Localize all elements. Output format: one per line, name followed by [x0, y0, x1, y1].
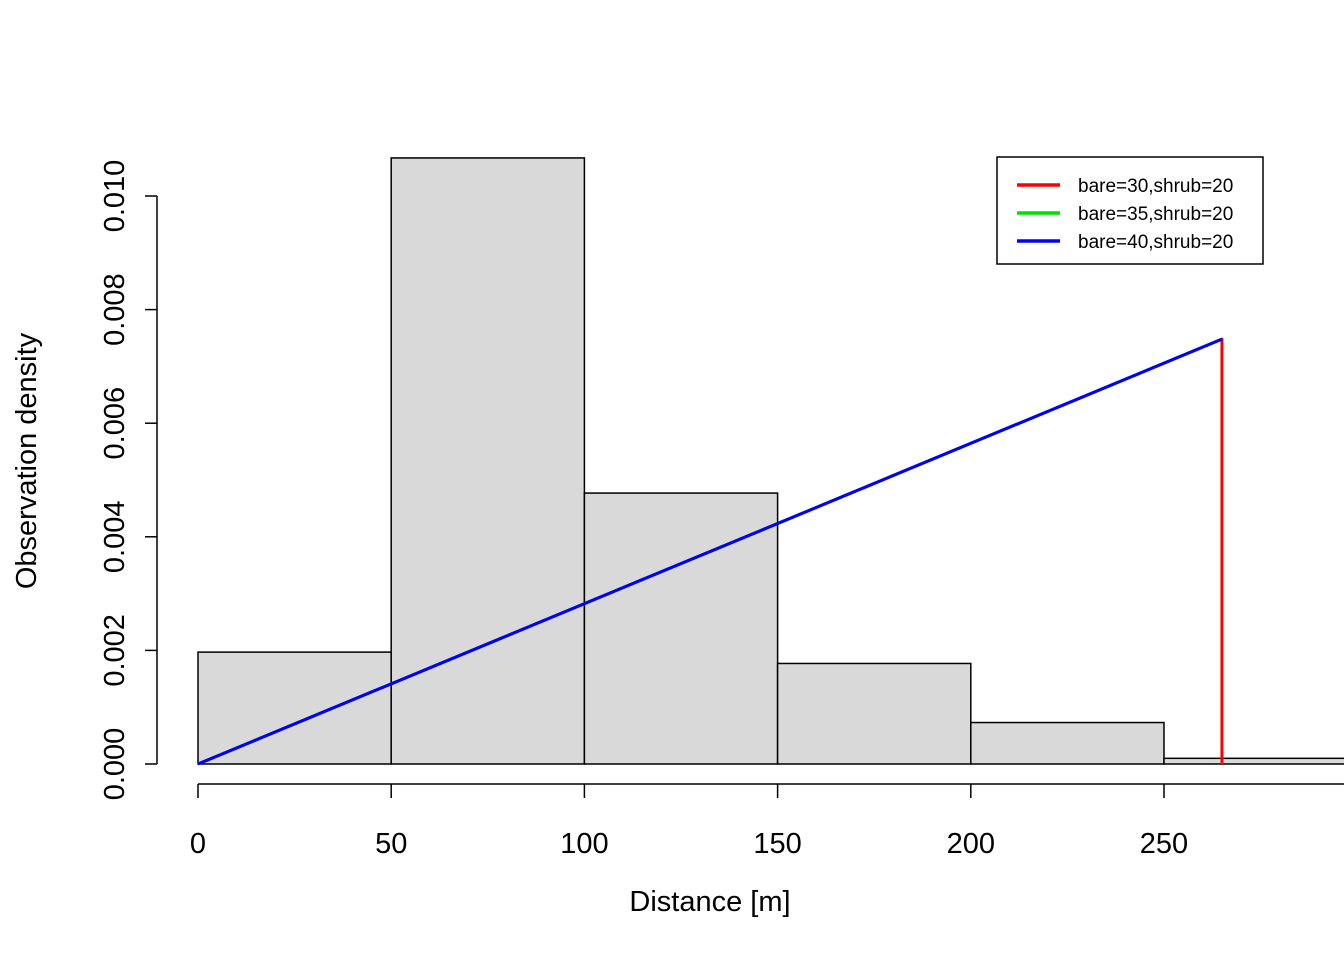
- x-tick-label: 100: [560, 828, 608, 860]
- legend-label-2: bare=35,shrub=20: [1078, 204, 1233, 225]
- x-tick-label: 150: [753, 828, 801, 860]
- legend: bare=30,shrub=20 bare=35,shrub=20 bare=40,…: [996, 156, 1264, 265]
- x-axis: 0 50 100 150 200 250: [190, 783, 1344, 860]
- x-tick-label: 50: [375, 828, 407, 860]
- y-tick-label: 0.002: [99, 614, 131, 687]
- histogram-bar-2: [390, 157, 586, 765]
- y-axis-title: Observation density: [11, 332, 43, 589]
- histogram-bar-3: [583, 492, 779, 765]
- histogram-bars: [197, 157, 1344, 765]
- legend-label-3: bare=40,shrub=20: [1078, 232, 1233, 253]
- y-tick-label: 0.000: [99, 728, 131, 801]
- x-axis-title: Distance [m]: [629, 886, 790, 918]
- histogram-bar-6: [1163, 757, 1344, 765]
- fitted-curves: [197, 337, 1224, 766]
- histogram-bar-1: [197, 651, 392, 765]
- y-tick-label: 0.010: [99, 160, 131, 233]
- legend-label-1: bare=30,shrub=20: [1078, 176, 1233, 197]
- curve-series-3: [197, 337, 1223, 766]
- legend-box: [996, 156, 1264, 265]
- histogram-bar-5: [970, 721, 1165, 765]
- y-tick-label: 0.008: [99, 273, 131, 346]
- y-tick-label: 0.006: [99, 387, 131, 460]
- y-tick-label: 0.004: [99, 501, 131, 574]
- histogram-bar-4: [776, 662, 972, 765]
- y-axis: 0.000 0.002 0.004 0.006 0.008 0.010: [99, 160, 158, 801]
- x-tick-label: 250: [1140, 828, 1188, 860]
- x-tick-label: 0: [190, 828, 206, 860]
- x-tick-label: 200: [947, 828, 995, 860]
